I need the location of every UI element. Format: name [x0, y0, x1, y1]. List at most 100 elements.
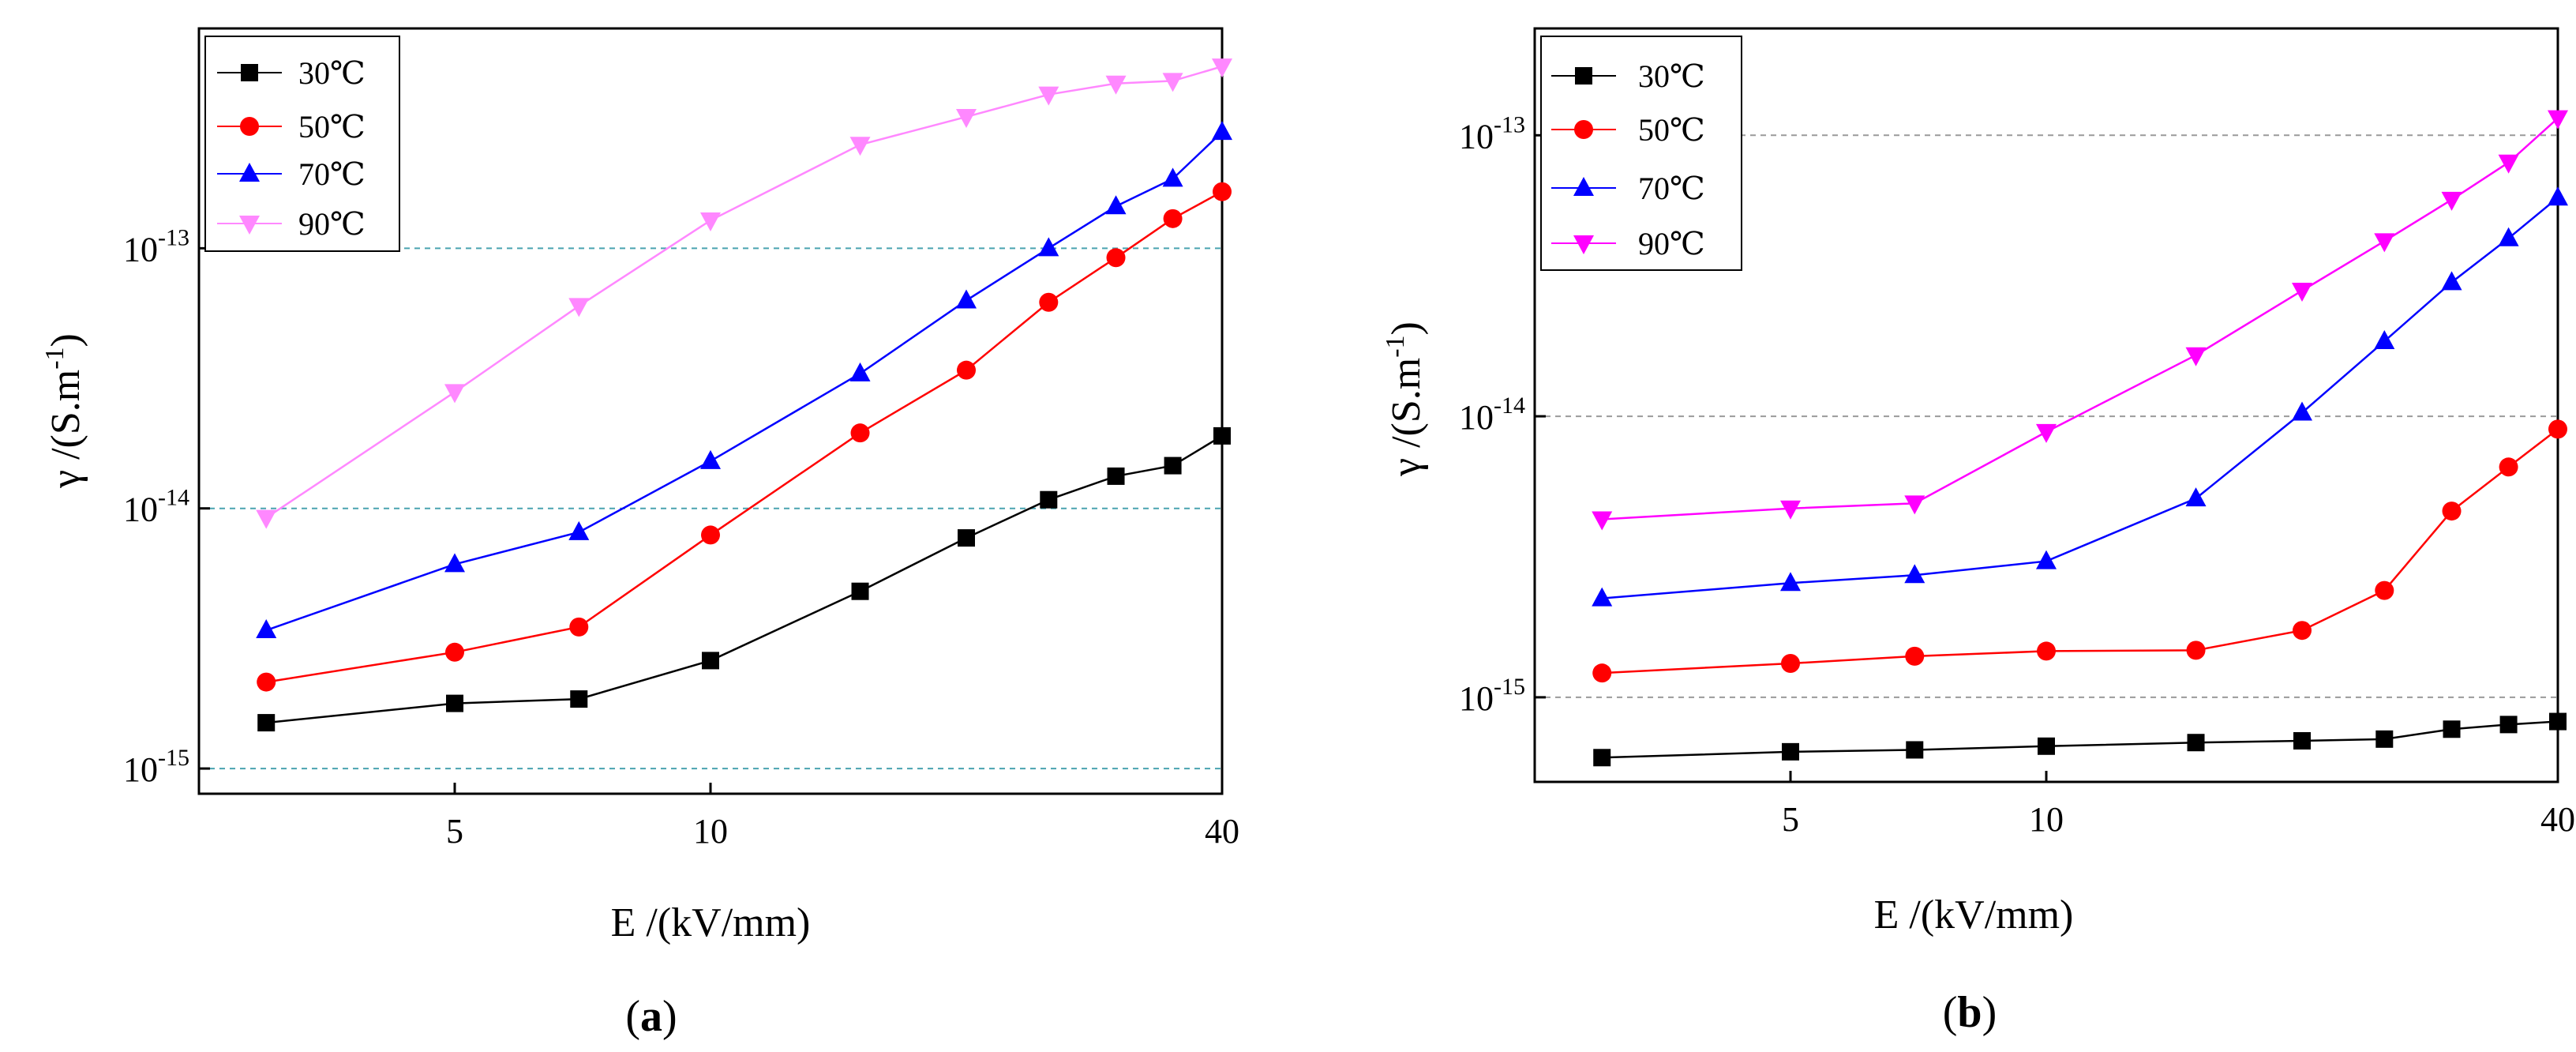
data-point: [1593, 749, 1611, 767]
y-axis-label-sup: -1: [1381, 335, 1410, 357]
data-point: [2185, 347, 2207, 366]
data-point: [2498, 227, 2519, 246]
axis-ticks: 5 10 40 10-15 10-14 10-13: [123, 224, 1239, 851]
legend-marker-30c: [1575, 67, 1592, 85]
data-point: [1212, 121, 1232, 141]
data-point: [2293, 732, 2311, 750]
series-line-2: [1602, 428, 2559, 674]
legend-label-30c: 30℃: [1638, 58, 1705, 94]
data-point: [257, 714, 276, 732]
data-point: [1105, 75, 1127, 95]
data-point: [1162, 167, 1183, 187]
data-point: [1040, 490, 1058, 509]
legend-label-70c: 70℃: [1638, 171, 1705, 206]
legend-marker-90c: [239, 216, 260, 235]
x-tick-label: 40: [2540, 800, 2575, 839]
data-point: [1592, 663, 1612, 683]
data-point: [958, 529, 975, 547]
data-point: [1213, 426, 1231, 445]
x-tick-label: 10: [2029, 800, 2064, 839]
legend-marker-90c: [1573, 235, 1594, 254]
data-point: [2186, 641, 2206, 660]
data-point: [444, 553, 465, 573]
data-point: [2185, 487, 2207, 507]
data-point: [849, 137, 871, 156]
data-point: [2548, 419, 2567, 439]
data-point: [444, 384, 465, 404]
y-tick-label: 10-13: [1459, 111, 1525, 156]
data-point: [2292, 282, 2312, 302]
data-point: [1780, 500, 1801, 520]
data-point: [1038, 86, 1059, 106]
data-point: [2441, 271, 2462, 291]
legend-label-50c: 50℃: [298, 109, 366, 145]
data-point: [1904, 564, 1925, 584]
data-point: [2187, 734, 2205, 752]
data-point: [2037, 641, 2056, 661]
legend-label-90c: 90℃: [1638, 226, 1705, 261]
data-point: [851, 582, 869, 600]
y-axis-label-sup: -1: [40, 347, 69, 369]
data-point: [256, 619, 277, 639]
data-point: [2293, 621, 2312, 641]
x-tick-label: 5: [1782, 800, 1799, 839]
gridlines: [1535, 134, 2558, 698]
data-point: [956, 108, 977, 128]
y-axis-label-main: γ /(S.m: [43, 370, 88, 489]
data-point: [2036, 423, 2057, 443]
data-point: [2441, 191, 2462, 211]
data-point: [1106, 248, 1126, 268]
panel-label: (a): [625, 992, 677, 1041]
data-point: [957, 360, 976, 380]
data-point: [1162, 73, 1183, 92]
x-axis-label: E /(kV/mm): [1874, 892, 2074, 937]
y-tick-label: 10-14: [1459, 393, 1525, 437]
panel-label: (b): [1943, 988, 1997, 1037]
legend-marker-30c: [241, 64, 258, 81]
y-axis-label: γ /(S.m-1): [40, 333, 88, 489]
data-point: [2374, 330, 2395, 350]
data-point: [700, 449, 721, 469]
legend-marker-50c: [1574, 120, 1593, 139]
data-point: [2375, 580, 2394, 600]
series-line-4: [1602, 117, 2559, 520]
legend-label-70c: 70℃: [298, 156, 366, 192]
y-axis-label-main: γ /(S.m: [1384, 358, 1429, 477]
data-point: [1107, 467, 1125, 485]
data-point: [569, 617, 589, 637]
y-tick-label: 10-15: [123, 745, 189, 789]
legend-label-30c: 30℃: [298, 55, 366, 91]
y-axis-label-close: ): [43, 333, 88, 347]
legend: 30℃ 50℃ 70℃ 90℃: [1540, 36, 1742, 271]
series-line-1: [266, 434, 1223, 724]
panel-b: 5 10 40 10-15 10-14 10-13 30℃ 50℃ 70℃ 90℃ E /…: [1381, 27, 2575, 1037]
data-point: [2548, 110, 2568, 130]
series-line-3: [265, 131, 1223, 632]
gridlines: [199, 247, 1222, 770]
x-tick-label: 5: [446, 812, 463, 851]
data-point: [568, 520, 590, 540]
data-point: [2499, 457, 2518, 477]
legend: 30℃ 50℃ 70℃ 90℃: [204, 36, 400, 252]
data-point: [1904, 495, 1925, 515]
data-point: [2443, 720, 2461, 738]
data-point: [1905, 646, 1925, 666]
axis-ticks: 5 10 40 10-15 10-14 10-13: [1459, 111, 2575, 839]
legend-marker-50c: [240, 117, 259, 136]
data-point: [1782, 742, 1799, 761]
data-point: [2374, 233, 2395, 253]
data-point: [570, 690, 588, 708]
data-point: [256, 509, 277, 529]
data-point: [1213, 182, 1232, 201]
data-point: [2499, 716, 2518, 734]
data-point: [849, 362, 871, 381]
data-point: [1592, 587, 1613, 607]
y-tick-label: 10-14: [123, 485, 189, 529]
data-point: [1212, 58, 1232, 78]
data-point: [2038, 737, 2055, 755]
series-layer: [256, 58, 1232, 732]
legend-marker-70c: [1573, 177, 1594, 196]
data-point: [2292, 401, 2312, 421]
panel-label-letter: a: [640, 992, 662, 1041]
data-point: [1163, 209, 1183, 228]
